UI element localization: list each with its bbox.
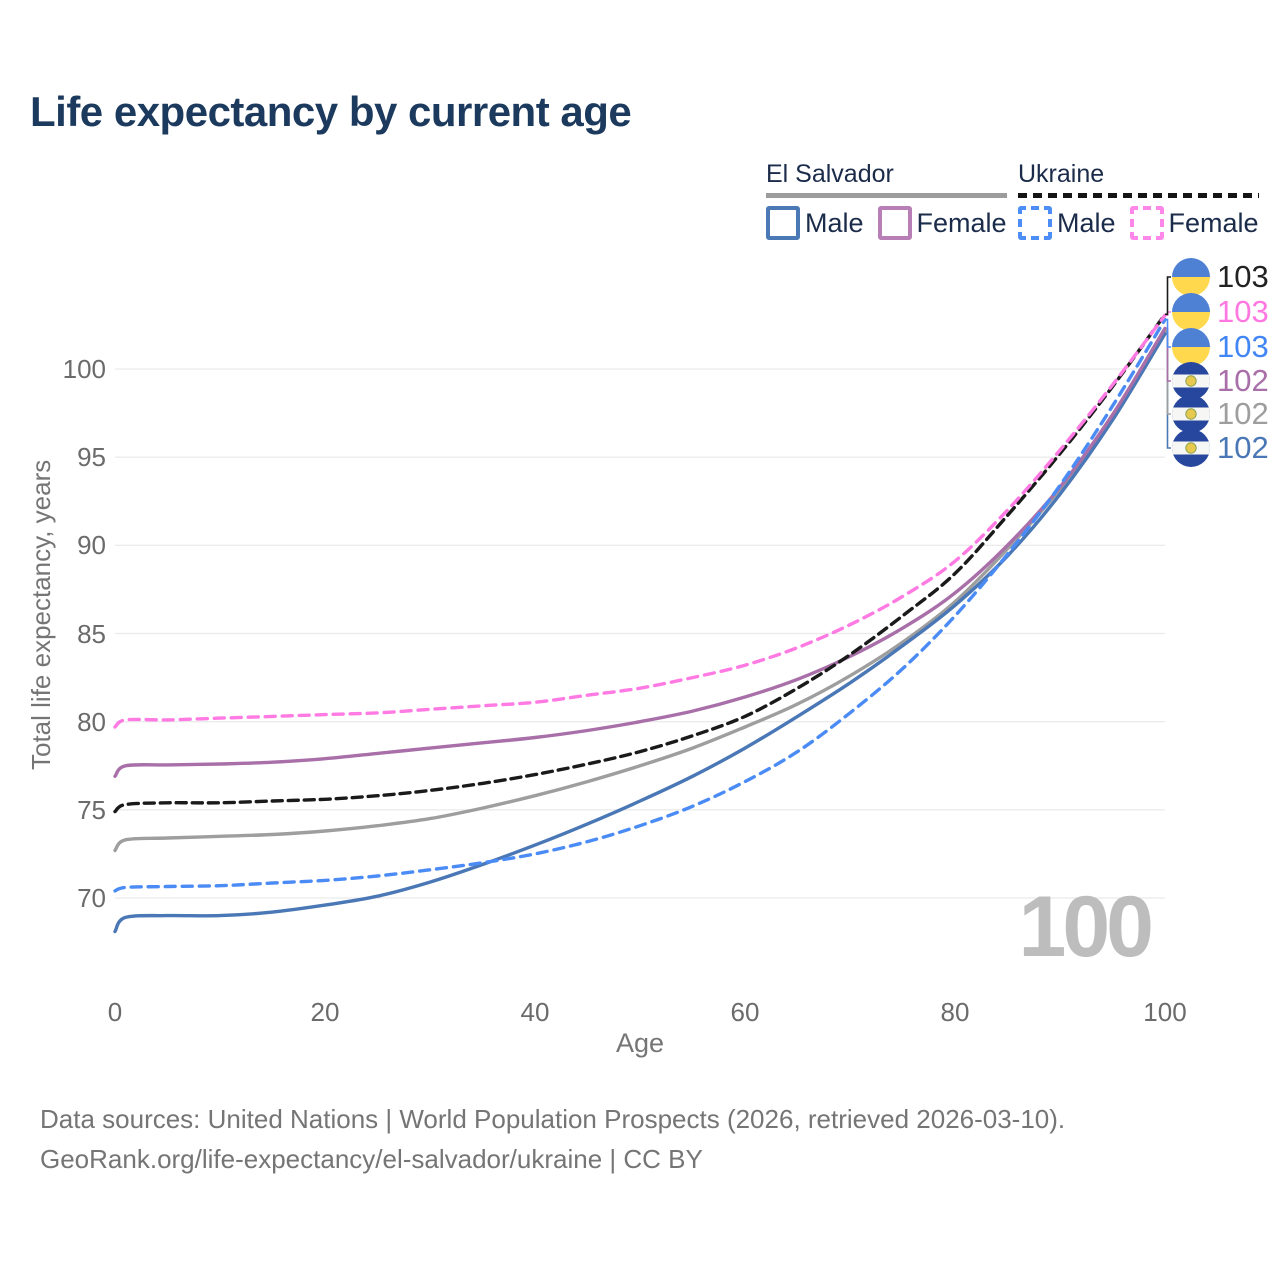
y-tick-100: 100: [62, 354, 106, 384]
series-line-el-salvador-male: [113, 332, 1167, 934]
legend-label-ukraine-male: Male: [1057, 207, 1116, 238]
end-label-value: 103: [1217, 259, 1269, 294]
legend-group-ukraine: Ukraine Male Female: [1018, 160, 1259, 240]
end-label-connector-ukraine-male: [1165, 318, 1171, 348]
series-line-el-salvador-both-sexes: [113, 329, 1167, 853]
legend-country-el-salvador: El Salvador: [766, 160, 894, 188]
y-tick-85: 85: [77, 618, 106, 649]
legend-underline-solid: [766, 193, 1007, 198]
end-label-value: 103: [1217, 294, 1269, 329]
x-tick-80: 80: [940, 997, 970, 1027]
end-label-connector-el-salvador-both-sexes: [1165, 330, 1171, 415]
end-label-row-ukraine-male: 103: [1172, 328, 1269, 366]
end-label-row-el-salvador-male: 102: [1172, 429, 1269, 467]
series-line-el-salvador-female: [113, 326, 1167, 778]
footer-data-sources: Data sources: United Nations | World Pop…: [40, 1104, 1066, 1134]
end-label-row-el-salvador-both-sexes: 102: [1172, 395, 1269, 433]
y-tick-90: 90: [77, 530, 106, 561]
x-tick-60: 60: [730, 997, 760, 1027]
end-label-connector-ukraine-female: [1165, 311, 1171, 316]
end-label-connector-el-salvador-male: [1165, 332, 1171, 449]
end-label-value: 103: [1217, 329, 1269, 364]
x-tick-100: 100: [1143, 997, 1187, 1027]
legend-item-el-salvador-female[interactable]: Female: [877, 206, 1007, 240]
end-label-row-el-salvador-female: 102: [1172, 362, 1269, 400]
x-axis-title: Age: [615, 1028, 665, 1058]
flag-ukraine-icon: [1172, 293, 1210, 331]
legend-country-ukraine: Ukraine: [1018, 160, 1105, 188]
legend-underline-dashed: [1018, 193, 1259, 198]
x-tick-20: 20: [310, 997, 340, 1027]
y-tick-70: 70: [77, 883, 106, 913]
end-label-value: 102: [1217, 363, 1269, 398]
end-label-value: 102: [1217, 396, 1269, 431]
legend-item-ukraine-male[interactable]: Male: [1018, 206, 1116, 240]
legend-swatch-ukraine-female: [1129, 206, 1164, 240]
legend-label-ukraine-female: Female: [1168, 207, 1259, 238]
y-axis-title: Total life expectancy, years: [26, 459, 56, 771]
x-tick-0: 0: [107, 997, 123, 1027]
series-line-ukraine-female: [113, 313, 1167, 729]
end-label-row-ukraine-both-sexes: 103: [1172, 258, 1269, 296]
legend-item-el-salvador-male[interactable]: Male: [766, 206, 864, 240]
legend-label-el-salvador-female: Female: [916, 207, 1007, 238]
end-label-row-ukraine-female: 103: [1172, 293, 1269, 331]
flag-el-salvador-icon: [1172, 362, 1210, 400]
page-title: Life expectancy by current age: [30, 88, 632, 135]
flag-ukraine-icon: [1172, 258, 1210, 296]
legend-group-el-salvador: El Salvador Male Female: [766, 160, 1007, 240]
series-line-ukraine-both-sexes: [113, 312, 1167, 814]
y-tick-75: 75: [77, 794, 106, 825]
legend-label-el-salvador-male: Male: [805, 207, 864, 238]
age-counter-watermark: 100: [1018, 879, 1154, 975]
legend-swatch-ukraine-male: [1018, 206, 1052, 240]
legend-swatch-el-salvador-female: [877, 206, 912, 240]
end-label-value: 102: [1217, 430, 1269, 465]
legend-swatch-el-salvador-male: [766, 206, 800, 240]
series-line-ukraine-male: [113, 317, 1167, 893]
flag-ukraine-icon: [1172, 328, 1210, 366]
y-tick-95: 95: [77, 442, 106, 473]
x-tick-40: 40: [520, 997, 550, 1027]
footer-url: GeoRank.org/life-expectancy/el-salvador/…: [40, 1144, 703, 1174]
end-label-connector-el-salvador-female: [1165, 327, 1171, 382]
legend-item-ukraine-female[interactable]: Female: [1129, 206, 1259, 240]
end-label-connector-ukraine-both-sexes: [1165, 276, 1171, 316]
y-tick-80: 80: [77, 706, 106, 737]
flag-el-salvador-icon: [1172, 395, 1210, 433]
flag-el-salvador-icon: [1172, 429, 1210, 467]
